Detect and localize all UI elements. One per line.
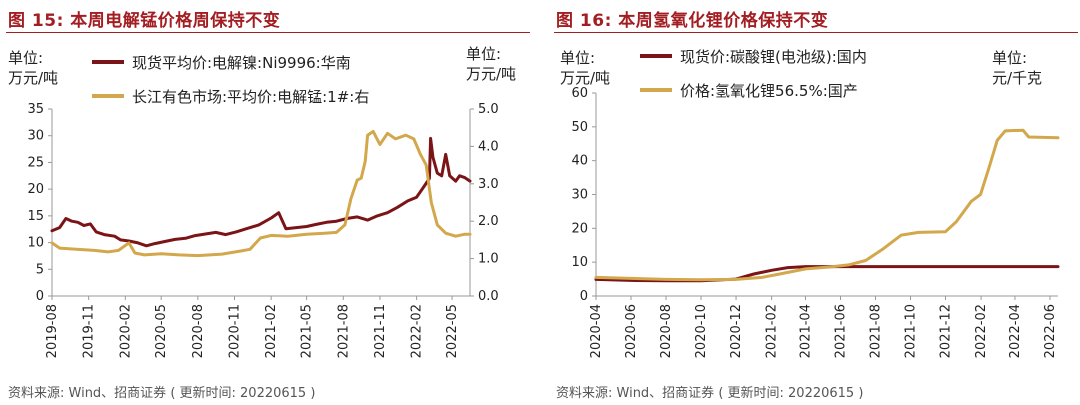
legend-item-mn: 长江有色市场:平均价:电解锰:1#:右 [92,84,369,108]
x-tick-label: 2021-08 [336,304,351,358]
chart-panel-lithium: 图 16: 本周氢氧化锂价格保持不变 单位: 万元/吨 单位: 元/千克 现货价… [548,0,1078,405]
x-tick-label: 2021-02 [765,304,780,358]
right-axis-unit: 单位: 万元/吨 [466,45,517,83]
figure-title: 图 15: 本周电解锰价格周保持不变 [8,11,281,31]
x-tick-label: 2021-06 [833,304,848,358]
y-tick-label-left: 20 [27,182,44,197]
x-tick-label: 2021-05 [300,304,315,358]
x-tick-label: 2019-11 [82,304,97,358]
x-tick-label: 2021-10 [904,304,919,358]
x-tick-label: 2022-05 [445,304,460,358]
y-tick-label-left: 0 [580,289,588,304]
source-note: 资料来源: Wind、招商证券 ( 更新时间: 20220615 ) [8,386,316,401]
x-tick-label: 2020-05 [154,304,169,358]
x-tick-label: 2020-06 [624,304,639,358]
chart-lithium: 0 10 20 30 40 50 60 2020-04 2020-06 2020-08 2020-1… [571,86,1060,358]
right-axis-unit: 单位: 元/千克 [992,49,1043,87]
y-tick-label-right: 1.0 [478,252,499,267]
y-tick-label-left: 35 [27,102,44,117]
chart-mn-ni: 0 5 10 15 20 25 30 35 0.0 1.0 2.0 3.0 4.0 5.0 2019-08 2… [27,102,499,358]
x-tick-label: 2019-08 [45,304,60,358]
y-tick-label-left: 40 [571,154,588,169]
legend-item-li2co3: 现货价:碳酸锂(电池级):国内 [640,44,867,68]
series-line-1 [50,129,472,258]
x-tick-label: 2020-02 [118,304,133,358]
x-tick-label: 2020-08 [659,304,674,358]
left-axis-unit: 单位: 万元/吨 [560,49,611,87]
y-tick-label-left: 50 [571,120,588,135]
legend-swatch-ni [92,60,124,64]
left-axis-unit: 单位: 万元/吨 [8,49,59,87]
y-tick-label-left: 5 [36,262,44,277]
series-line-0 [50,136,472,248]
y-tick-label-right: 5.0 [478,102,499,117]
series-line-1 [594,128,1060,282]
y-tick-label-left: 60 [571,86,588,101]
legend-swatch-lioh [640,88,672,92]
y-tick-label-left: 25 [27,155,44,170]
x-tick-label: 2021-11 [373,304,388,358]
y-tick-label-left: 15 [27,209,44,224]
legend-item-ni: 现货平均价:电解镍:Ni9996:华南 [92,50,369,74]
y-tick-label-right: 3.0 [478,177,499,192]
legend-label-li2co3: 现货价:碳酸锂(电池级):国内 [680,47,867,66]
x-tick-label: 2022-06 [1043,304,1058,358]
legend-label-mn: 长江有色市场:平均价:电解锰:1#:右 [132,87,370,106]
x-tick-label: 2022-02 [974,304,989,358]
x-tick-label: 2020-12 [729,304,744,358]
legend: 现货平均价:电解镍:Ni9996:华南 长江有色市场:平均价:电解锰:1#:右 [92,50,369,108]
x-tick-label: 2021-08 [868,304,883,358]
y-tick-label-left: 10 [27,236,44,251]
y-tick-label-left: 0 [36,289,44,304]
y-tick-label-left: 30 [571,188,588,203]
x-tick-label: 2022-04 [1008,304,1023,358]
y-tick-label-left: 10 [571,255,588,270]
legend-label-lioh: 价格:氢氧化锂56.5%:国产 [680,81,858,100]
x-tick-label: 2020-04 [589,304,604,358]
title-underline [6,32,530,33]
y-tick-label-right: 4.0 [478,139,499,154]
chart-panel-mn-ni: 图 15: 本周电解锰价格周保持不变 单位: 万元/吨 单位: 万元/吨 现货平… [0,0,530,405]
source-note: 资料来源: Wind、招商证券 ( 更新时间: 20220615 ) [556,386,864,401]
x-tick-label: 2020-10 [694,304,709,358]
x-tick-label: 2020-08 [191,304,206,358]
legend: 现货价:碳酸锂(电池级):国内 价格:氢氧化锂56.5%:国产 [640,44,867,102]
legend-swatch-li2co3 [640,54,672,58]
y-tick-label-right: 0.0 [478,289,499,304]
figure-title: 图 16: 本周氢氧化锂价格保持不变 [556,11,829,31]
x-tick-label: 2020-11 [228,304,243,358]
x-tick-label: 2021-12 [939,304,954,358]
x-tick-label: 2021-02 [264,304,279,358]
legend-swatch-mn [92,94,124,98]
title-underline [554,32,1078,33]
legend-item-lioh: 价格:氢氧化锂56.5%:国产 [640,78,867,102]
y-tick-label-left: 20 [571,221,588,236]
series-line-0 [594,265,1060,283]
legend-label-ni: 现货平均价:电解镍:Ni9996:华南 [132,53,351,72]
y-tick-label-right: 2.0 [478,214,499,229]
x-tick-label: 2022-02 [410,304,425,358]
x-tick-label: 2021-04 [798,304,813,358]
y-tick-label-left: 30 [27,129,44,144]
